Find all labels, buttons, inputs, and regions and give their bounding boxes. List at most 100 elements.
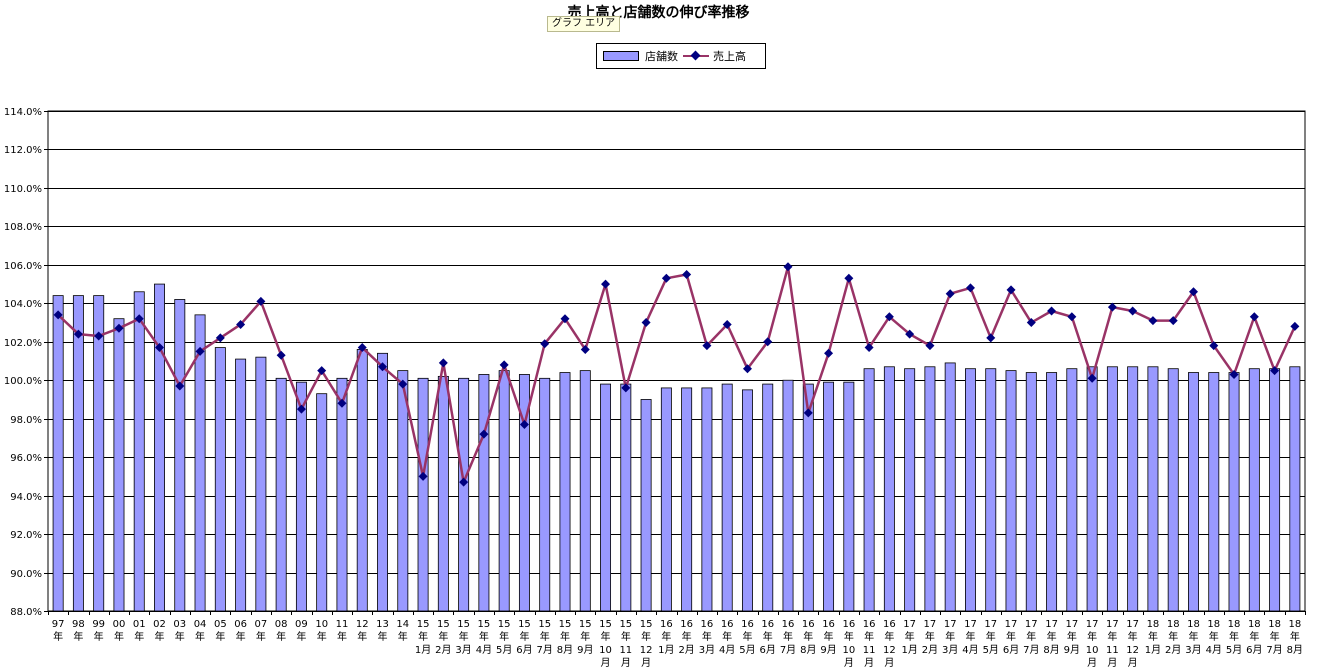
x-tick-label: 年 <box>73 630 83 643</box>
x-tick-label: 06 <box>234 619 247 630</box>
bar <box>620 383 632 612</box>
x-tick-label: 7月 <box>537 644 553 656</box>
sales-marker <box>682 269 692 279</box>
sales-marker <box>1270 366 1280 376</box>
x-tick-label: 3月 <box>699 644 715 656</box>
sales-marker <box>499 360 509 370</box>
x-tick-label: 年 <box>905 630 915 643</box>
sales-marker <box>479 429 489 439</box>
bar <box>579 370 591 612</box>
x-tick-label: 12 <box>1126 645 1139 656</box>
sales-marker <box>296 404 306 414</box>
sales-marker <box>1087 373 1097 383</box>
x-tick-label: 年 <box>114 630 124 643</box>
legend-label-line: 売上高 <box>713 50 746 63</box>
sales-marker <box>378 362 388 372</box>
bar <box>1066 368 1078 612</box>
sales-marker <box>1229 369 1239 379</box>
x-tick-label: 1月 <box>1145 644 1161 656</box>
sales-marker <box>844 273 854 283</box>
bar <box>721 383 733 612</box>
x-tick-label: 年 <box>763 630 773 643</box>
x-tick-label: 18 <box>1268 619 1281 630</box>
sales-marker <box>1209 341 1219 351</box>
x-tick-label: 18 <box>1167 619 1180 630</box>
legend-bar-swatch <box>603 51 639 61</box>
sales-line <box>57 265 1296 484</box>
x-tick-label: 年 <box>1087 630 1097 643</box>
bar <box>1289 366 1301 612</box>
x-tick-label: 11 <box>619 645 632 656</box>
x-tick-label: 3月 <box>942 644 958 656</box>
bar <box>397 370 409 612</box>
bar <box>356 349 368 612</box>
sales-marker <box>1047 306 1057 316</box>
x-tick-label: 年 <box>580 630 590 643</box>
sales-marker <box>459 477 469 487</box>
x-tick-label: 5月 <box>983 644 999 656</box>
x-tick-label: 12 <box>356 619 369 630</box>
x-tick-label: 年 <box>641 630 651 643</box>
x-tick-label: 年 <box>195 630 205 643</box>
x-tick-label: 15 <box>599 619 612 630</box>
y-tick-label: 102.0% <box>4 338 42 349</box>
x-tick-label: 2月 <box>922 644 938 656</box>
x-tick-label: 99 <box>92 619 105 630</box>
x-tick-label: 年 <box>256 630 266 643</box>
x-tick-label: 年 <box>519 630 529 643</box>
x-tick-label: 年 <box>479 630 489 643</box>
x-tick-label: 年 <box>682 630 692 643</box>
sales-marker <box>53 310 63 320</box>
x-tick-label: 5月 <box>1226 644 1242 656</box>
x-tick-label: 5月 <box>739 644 755 656</box>
x-tick-label: 15 <box>619 619 632 630</box>
sales-marker <box>276 350 286 360</box>
sales-marker <box>1168 316 1178 326</box>
y-tick-label: 108.0% <box>4 222 42 233</box>
x-tick-label: 年 <box>560 630 570 643</box>
y-tick-label: 94.0% <box>10 492 42 503</box>
x-tick-label: 年 <box>1107 630 1117 643</box>
sales-marker <box>1290 321 1300 331</box>
sales-marker <box>175 381 185 391</box>
bar <box>681 387 693 612</box>
x-tick-label: 年 <box>357 630 367 643</box>
sales-marker <box>1067 312 1077 322</box>
x-tick-label: 年 <box>134 630 144 643</box>
x-tick-label: 8月 <box>1043 644 1059 656</box>
sales-marker <box>925 341 935 351</box>
bar <box>154 283 165 612</box>
x-tick-label: 09 <box>295 619 308 630</box>
x-tick-label: 年 <box>53 630 63 643</box>
x-tick-label: 年 <box>702 630 712 643</box>
x-tick-label: 2月 <box>1165 644 1181 656</box>
x-tick-label: 6月 <box>1246 644 1262 656</box>
sales-marker <box>864 343 874 353</box>
bar <box>1248 368 1260 612</box>
sales-marker <box>601 279 611 289</box>
sales-marker <box>317 366 327 376</box>
x-tick-label: 月 <box>884 657 894 669</box>
sales-marker <box>73 329 83 339</box>
bar <box>1046 372 1058 612</box>
x-tick-label: 15 <box>640 619 653 630</box>
x-tick-label: 年 <box>1006 630 1016 643</box>
x-tick-label: 16 <box>761 619 774 630</box>
bar <box>1127 366 1139 612</box>
x-tick-label: 2月 <box>678 644 694 656</box>
sales-marker <box>418 471 428 481</box>
x-tick-label: 年 <box>1026 630 1036 643</box>
x-tick-label: 15 <box>579 619 592 630</box>
x-tick-label: 15 <box>518 619 531 630</box>
sales-marker <box>1188 287 1198 297</box>
x-tick-label: 11 <box>1106 645 1119 656</box>
sales-marker <box>742 364 752 374</box>
sales-marker <box>783 262 793 272</box>
x-tick-label: 年 <box>296 630 306 643</box>
x-tick-label: 年 <box>945 630 955 643</box>
x-tick-label: 年 <box>824 630 834 643</box>
x-tick-label: 16 <box>782 619 795 630</box>
sales-marker <box>905 329 915 339</box>
bar <box>1228 372 1240 612</box>
x-tick-label: 16 <box>701 619 714 630</box>
